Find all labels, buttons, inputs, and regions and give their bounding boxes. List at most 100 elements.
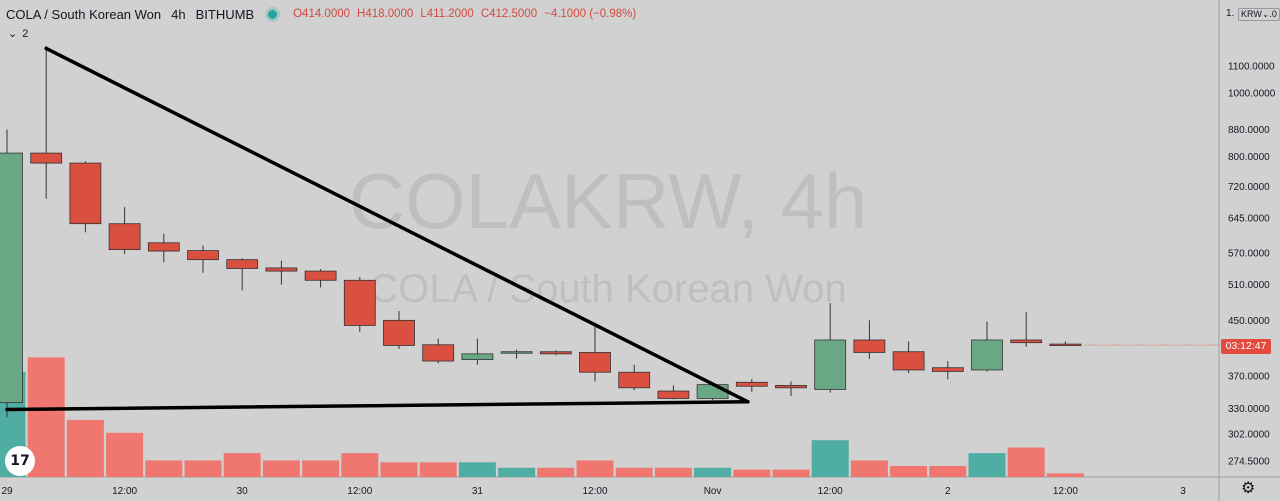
time-tick-label: 31 xyxy=(472,486,484,497)
candle-body xyxy=(108,223,141,251)
price-axis-top-label: 1. xyxy=(1226,8,1235,19)
market-status-icon[interactable] xyxy=(268,9,278,19)
candle-body xyxy=(579,352,611,373)
candle-body xyxy=(187,250,219,261)
candle-body xyxy=(735,381,768,387)
symbol-title[interactable]: COLA / South Korean Won xyxy=(6,6,162,22)
time-tick-label: 12:00 xyxy=(112,486,137,497)
volume-bar xyxy=(106,432,144,477)
candle-body xyxy=(814,339,847,390)
candle-body xyxy=(618,371,651,389)
volume-bar xyxy=(772,469,810,477)
legend-header: COLA / South Korean Won 4h BITHUMB O414.… xyxy=(6,5,643,23)
candle-body xyxy=(696,384,729,399)
price-tick-label: 274.5000 xyxy=(1228,457,1270,468)
candle-body xyxy=(931,367,964,372)
candle-body xyxy=(69,162,102,225)
candle-body xyxy=(0,152,23,404)
volume-bar xyxy=(890,465,928,477)
price-tick-label: 370.0000 xyxy=(1228,372,1270,383)
volume-bar xyxy=(1046,473,1084,477)
volume-bar xyxy=(302,460,340,477)
close-value: C412.5000 xyxy=(480,8,538,20)
tradingview-logo-icon[interactable]: 17 xyxy=(5,446,35,476)
time-tick-label: 2 xyxy=(945,486,951,497)
candle-body xyxy=(775,385,807,389)
price-tick-label: 510.0000 xyxy=(1228,280,1270,291)
time-tick-label: 29 xyxy=(1,486,13,497)
candle-body xyxy=(461,353,494,361)
trendline xyxy=(5,400,750,412)
candle-body xyxy=(1010,339,1043,344)
candle-body xyxy=(1049,343,1082,346)
candle-body xyxy=(226,259,259,269)
candle-body xyxy=(147,242,180,252)
volume-bar xyxy=(419,462,457,477)
candle-body xyxy=(422,344,455,362)
price-tick-label: 1100.0000 xyxy=(1228,62,1275,73)
timeframe-label[interactable]: 4h xyxy=(171,6,186,22)
candle-body xyxy=(343,279,376,326)
watermark-subtitle: COLA / South Korean Won xyxy=(369,267,846,311)
volume-bar xyxy=(458,462,496,477)
candle-body xyxy=(853,339,886,353)
time-tick-label: 30 xyxy=(237,486,249,497)
chevron-down-icon: ⌄ xyxy=(8,28,18,40)
time-tick-label: Nov xyxy=(704,486,722,497)
time-tick-label: 12:00 xyxy=(818,486,843,497)
candle-body xyxy=(265,267,298,272)
volume-bar xyxy=(850,460,888,477)
volume-bar xyxy=(929,465,967,477)
volume-bar xyxy=(694,467,732,477)
price-tick-label: 450.0000 xyxy=(1228,316,1270,327)
currency-label: KRW xyxy=(1241,9,1262,19)
volume-bar xyxy=(537,467,575,477)
volume-bar xyxy=(498,467,536,477)
candle-body xyxy=(383,319,415,346)
price-tick-label: 1000.0000 xyxy=(1228,89,1276,100)
volume-bar xyxy=(1007,447,1045,477)
time-tick-label: 12:00 xyxy=(1053,486,1078,497)
exchange-label[interactable]: BITHUMB xyxy=(195,6,255,22)
candle-body xyxy=(30,152,63,164)
volume-bar xyxy=(576,460,614,477)
candle-body xyxy=(892,351,925,371)
price-tick-label: 880.0000 xyxy=(1228,125,1270,136)
indicators-count: 2 xyxy=(22,27,29,40)
time-tick-label: 3 xyxy=(1180,486,1186,497)
volume-bar xyxy=(733,469,771,477)
high-value: H418.0000 xyxy=(357,8,414,20)
volume-bar xyxy=(654,467,692,477)
volume-bar xyxy=(66,419,104,477)
low-value: L411.2000 xyxy=(420,8,474,20)
change-value: −4.1000 (−0.98%) xyxy=(544,8,637,20)
time-tick-label: 12:00 xyxy=(347,486,372,497)
volume-bar xyxy=(145,460,183,477)
price-tick-label: 720.0000 xyxy=(1228,182,1270,193)
price-tick-label: 302.0000 xyxy=(1228,429,1270,440)
volume-bar xyxy=(811,440,849,477)
gear-icon[interactable]: ⚙ xyxy=(1241,480,1256,497)
volume-bar xyxy=(968,453,1006,477)
watermark-title: COLAKRW, 4h xyxy=(349,157,868,245)
volume-bar xyxy=(341,453,379,477)
price-axis-top-label-right: .0 xyxy=(1269,9,1277,19)
volume-bar xyxy=(380,462,418,477)
volume-bar xyxy=(615,467,653,477)
candle-body xyxy=(657,390,690,399)
candle-body xyxy=(539,351,572,355)
trendline xyxy=(44,46,750,404)
volume-bar xyxy=(223,453,261,477)
price-tick-label: 330.0000 xyxy=(1228,404,1270,415)
indicators-toggle[interactable]: ⌄ 2 xyxy=(8,27,29,41)
price-tick-label: 645.0000 xyxy=(1228,213,1270,224)
currency-dropdown[interactable]: KRW⌄.0 xyxy=(1238,8,1280,21)
price-tick-label: 800.0000 xyxy=(1228,152,1270,163)
price-tick-label: 570.0000 xyxy=(1228,249,1270,260)
candle-body xyxy=(500,351,533,354)
time-tick-label: 12:00 xyxy=(582,486,607,497)
volume-bar xyxy=(262,460,300,477)
price-axis-top: 1. KRW⌄.0 xyxy=(1226,8,1280,21)
